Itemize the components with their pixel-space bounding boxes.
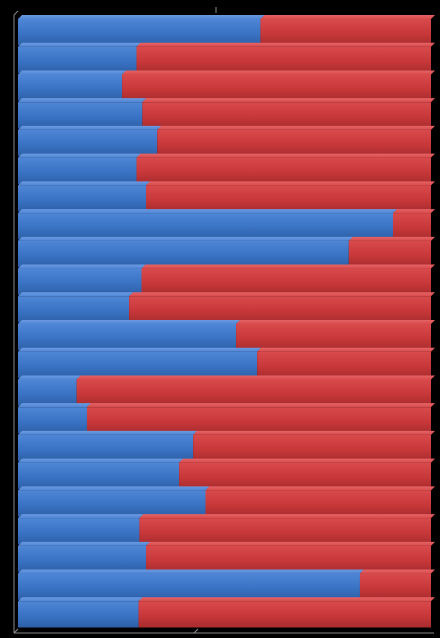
bar-segment-blue-4 <box>18 102 143 129</box>
bar-segment-blue-7 <box>18 185 147 212</box>
bar-top-blue-7 <box>18 181 151 186</box>
bar-top-red-13 <box>257 347 435 352</box>
bar-top-blue-13 <box>18 347 262 352</box>
bar-top-blue-17 <box>18 458 184 463</box>
bar-segment-blue-3 <box>18 74 123 101</box>
bar-top-blue-18 <box>18 486 210 491</box>
bar-top-red-20 <box>146 541 435 546</box>
bar-segment-blue-12 <box>18 324 237 351</box>
bar-top-blue-5 <box>18 125 162 130</box>
bar-segment-red-22 <box>138 601 431 628</box>
bar-segment-red-17 <box>179 462 431 489</box>
bar-segment-blue-18 <box>18 490 206 517</box>
bar-segment-blue-1 <box>18 19 261 46</box>
bar-top-blue-22 <box>18 597 143 602</box>
bar-segment-red-9 <box>348 240 431 268</box>
bar-top-blue-14 <box>18 375 81 380</box>
bar-segment-red-10 <box>141 268 431 295</box>
bar-top-blue-8 <box>18 209 398 214</box>
bar-top-blue-11 <box>18 292 134 297</box>
bar-top-red-8 <box>393 209 435 214</box>
bar-top-red-4 <box>142 98 436 103</box>
bar-segment-red-3 <box>122 74 432 101</box>
bar-top-red-18 <box>205 486 435 491</box>
bar-segment-red-20 <box>146 545 431 573</box>
bar-segment-red-13 <box>257 351 431 378</box>
bar-top-red-14 <box>76 375 436 380</box>
bar-segment-red-2 <box>136 46 431 73</box>
bar-top-red-1 <box>260 15 435 19</box>
bar-segment-blue-21 <box>18 573 360 600</box>
bar-segment-red-15 <box>86 407 431 434</box>
bar-segment-blue-10 <box>18 268 142 295</box>
bar-segment-red-11 <box>129 296 432 323</box>
bar-segment-blue-15 <box>18 407 87 434</box>
bar-top-red-10 <box>141 264 435 269</box>
bar-segment-red-16 <box>193 434 431 462</box>
bar-top-blue-9 <box>18 236 353 241</box>
bar-segment-blue-14 <box>18 379 77 406</box>
bar-top-red-9 <box>348 236 435 241</box>
bar-segment-red-5 <box>157 129 431 157</box>
bar-top-blue-20 <box>18 541 151 546</box>
bar-top-red-3 <box>122 70 436 75</box>
bar-top-red-19 <box>139 514 435 519</box>
bars-group <box>18 15 436 628</box>
bar-top-red-17 <box>179 458 435 463</box>
bar-top-red-15 <box>86 403 435 408</box>
bar-top-red-11 <box>129 292 436 297</box>
bar-top-blue-19 <box>18 514 144 519</box>
bar-segment-blue-13 <box>18 351 258 378</box>
bar-segment-red-14 <box>76 379 431 406</box>
bar-top-blue-16 <box>18 430 198 435</box>
bar-segment-red-19 <box>139 518 431 545</box>
axis-depth-top-left <box>13 10 19 16</box>
axis-depth-bottom-left <box>13 628 19 634</box>
bar-top-blue-6 <box>18 153 141 158</box>
bar-top-blue-21 <box>18 569 364 574</box>
bar-top-blue-1 <box>18 15 265 19</box>
bar-segment-blue-17 <box>18 462 180 489</box>
bar-segment-red-6 <box>136 157 431 184</box>
bar-segment-red-18 <box>205 490 431 517</box>
bar-segment-red-7 <box>146 185 431 212</box>
bar-segment-blue-20 <box>18 545 147 573</box>
bar-top-red-5 <box>157 125 435 130</box>
bar-segment-blue-2 <box>18 46 137 73</box>
bar-top-red-6 <box>136 153 435 158</box>
bar-segment-red-1 <box>260 19 431 46</box>
bar-segment-blue-6 <box>18 157 137 184</box>
bar-top-blue-4 <box>18 98 147 103</box>
bar-segment-red-8 <box>393 213 431 240</box>
bar-segment-blue-22 <box>18 601 139 628</box>
bar-top-red-16 <box>193 430 435 435</box>
bar-top-red-2 <box>136 42 435 47</box>
bar-top-blue-15 <box>18 403 91 408</box>
bar-segment-blue-5 <box>18 129 158 157</box>
bar-segment-red-12 <box>236 324 431 351</box>
bar-top-blue-3 <box>18 70 127 75</box>
bar-segment-red-21 <box>359 573 431 600</box>
bar-top-red-7 <box>146 181 435 186</box>
bar-segment-blue-8 <box>18 213 394 240</box>
bar-segment-blue-9 <box>18 240 349 268</box>
bar-segment-blue-11 <box>18 296 130 323</box>
bar-top-red-12 <box>236 320 435 324</box>
bar-segment-blue-16 <box>18 434 194 462</box>
bar-top-red-21 <box>359 569 435 574</box>
bar-top-blue-10 <box>18 264 146 269</box>
bar-top-blue-12 <box>18 320 241 324</box>
plot-frame <box>13 7 434 634</box>
bar-top-blue-2 <box>18 42 141 47</box>
bar-top-red-22 <box>138 597 435 602</box>
bar-segment-red-4 <box>142 102 432 129</box>
axis-tick-bottom <box>193 628 199 634</box>
bar-segment-blue-19 <box>18 518 140 545</box>
